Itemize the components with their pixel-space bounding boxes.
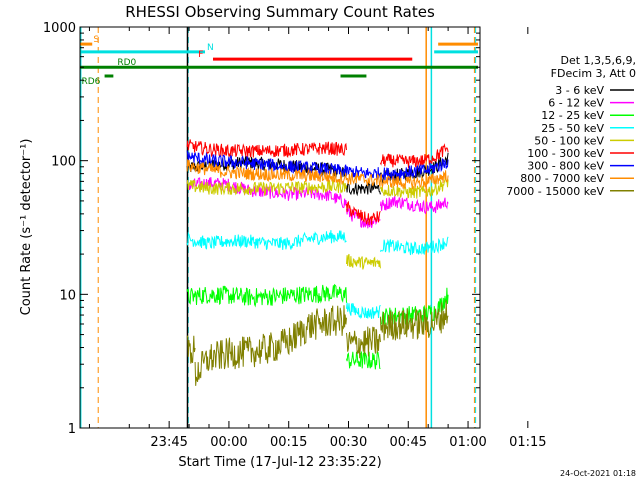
series-trace [186, 230, 347, 250]
series-trace [186, 177, 347, 197]
x-tick-label: 00:15 [270, 435, 307, 450]
plot-frame [79, 26, 481, 429]
y-axis-label: Count Rate (s⁻¹ detector⁻¹) [19, 139, 34, 316]
x-tick-label: 01:00 [449, 435, 486, 450]
series-trace [186, 150, 449, 182]
x-axis-label: Start Time (17-Jul-12 23:35:22) [178, 455, 381, 470]
series-50-100-kev [186, 176, 449, 270]
legend-label: 12 - 25 keV [541, 109, 604, 122]
legend-label: 100 - 300 keV [527, 147, 604, 160]
flag-label: N [207, 43, 214, 53]
series-trace [379, 176, 449, 199]
series-trace [346, 200, 381, 226]
legend-label: 6 - 12 keV [548, 97, 604, 110]
y-tick-label: 10 [59, 288, 76, 303]
flag-label: RD0 [117, 58, 136, 68]
series-trace [379, 143, 449, 169]
flag-label: F [198, 50, 203, 60]
series-trace [379, 195, 449, 215]
series-800-7000-kev [186, 159, 449, 190]
y-tick-label: 100 [51, 155, 76, 170]
legend: Det 1,3,5,6,9,FDecim 3, Att 0 3 - 6 keV6 … [506, 54, 636, 198]
x-tick-label: 00:30 [330, 435, 367, 450]
x-tick-label: 23:45 [150, 435, 187, 450]
data-layer: S NF RD0 RD6 [79, 27, 479, 428]
series-25-50-kev [186, 230, 449, 320]
legend-label: 25 - 50 keV [541, 122, 604, 135]
series-trace [346, 302, 381, 320]
series-trace [379, 236, 449, 256]
series-300-800-kev [186, 150, 449, 182]
axis-layer: 23:45 00:00 00:15 00:30 00:45 01:00 01:15 1 10 10… [43, 21, 547, 450]
timestamp: 24-Oct-2021 01:18 [560, 469, 636, 478]
series-7000-15000-kev [186, 300, 449, 386]
series-trace [186, 335, 196, 364]
x-tick-label: 00:00 [210, 435, 247, 450]
series-trace [346, 350, 381, 370]
x-tick-label: 00:45 [390, 435, 427, 450]
series-trace [346, 326, 381, 359]
y-tick-label: 1000 [43, 21, 76, 36]
series-trace [194, 305, 347, 386]
legend-label: 7000 - 15000 keV [506, 185, 604, 198]
chart-title: RHESSI Observing Summary Count Rates [125, 3, 435, 21]
series-100-300-kev [186, 139, 449, 226]
legend-header: Det 1,3,5,6,9, [560, 54, 636, 67]
legend-label: 50 - 100 keV [534, 134, 604, 147]
series-trace [186, 159, 449, 190]
x-tick-label: 01:15 [509, 435, 546, 450]
series-trace [346, 253, 381, 270]
legend-label: 800 - 7000 keV [520, 172, 604, 185]
legend-header: FDecim 3, Att 0 [551, 67, 636, 80]
legend-label: 300 - 800 keV [527, 160, 604, 173]
legend-label: 3 - 6 keV [555, 84, 604, 97]
series-trace [346, 181, 381, 197]
flag-label: S [93, 35, 99, 45]
flag-label: RD6 [81, 77, 100, 87]
y-tick-label: 1 [68, 422, 76, 437]
series-trace [379, 300, 449, 341]
series-trace [186, 283, 347, 308]
series-trace [186, 139, 347, 159]
